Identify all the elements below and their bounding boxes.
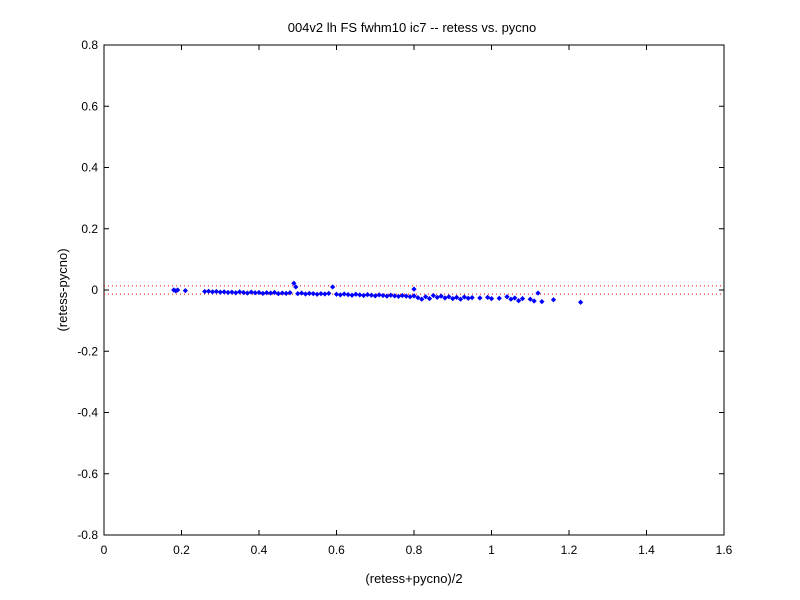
- data-point-63: [423, 294, 429, 300]
- data-point-73: [461, 294, 467, 300]
- data-point-66: [434, 294, 440, 300]
- data-point-85: [527, 296, 533, 302]
- data-point-77: [485, 294, 491, 300]
- plot-area: 0 0.2 0.4 0.6 0.8 1 1.2 1.4 1.6 -0.8 -0.6 -0.4 -0.2…: [77, 38, 732, 557]
- data-point-75: [469, 295, 475, 301]
- data-point-69: [446, 294, 452, 300]
- data-point-6: [209, 289, 216, 295]
- data-point-60: [411, 286, 417, 292]
- data-point-45: [357, 292, 363, 298]
- x-tick-label: 1.6: [716, 543, 733, 557]
- data-point-13: [237, 289, 243, 295]
- data-point-64: [426, 295, 433, 302]
- chart-title: 004v2 lh FS fwhm10 ic7 -- retess vs. pyc…: [288, 20, 537, 35]
- x-tick-label: 1.4: [638, 543, 655, 557]
- data-point-65: [430, 292, 436, 299]
- data-point-20: [264, 290, 270, 296]
- data-point-27: [291, 280, 297, 286]
- data-point-37: [326, 290, 332, 296]
- data-point-71: [454, 294, 460, 300]
- data-point-90: [578, 299, 584, 305]
- data-point-70: [450, 295, 456, 302]
- y-tick-label: 0: [91, 283, 98, 297]
- data-point-11: [229, 289, 235, 295]
- y-tick-label: -0.2: [77, 344, 98, 358]
- y-tick-label: 0.6: [81, 99, 98, 113]
- data-point-79: [496, 295, 502, 301]
- data-point-84: [519, 295, 526, 302]
- data-point-10: [225, 289, 231, 296]
- data-point-5: [206, 288, 212, 294]
- data-point-47: [364, 291, 371, 298]
- data-point-51: [380, 292, 386, 299]
- reference-lines: [104, 285, 724, 295]
- data-point-39: [333, 291, 340, 297]
- data-point-59: [411, 293, 417, 299]
- x-tick-label: 0.4: [251, 543, 268, 557]
- y-tick-label: 0.4: [81, 161, 98, 175]
- x-axis-ticks: 0 0.2 0.4 0.6 0.8 1 1.2 1.4 1.6: [101, 45, 733, 557]
- y-axis-ticks: -0.8 -0.6 -0.4 -0.2 0 0.2 0.4 0.6 0.8: [77, 38, 724, 542]
- x-tick-label: 0.6: [328, 543, 345, 557]
- data-point-50: [376, 292, 382, 298]
- data-point-9: [221, 289, 227, 295]
- x-tick-label: 0.8: [406, 543, 423, 557]
- data-point-86: [531, 298, 537, 304]
- y-tick-label: 0.2: [81, 222, 98, 236]
- data-point-82: [512, 295, 518, 301]
- x-tick-label: 1: [488, 543, 495, 557]
- data-point-22: [271, 289, 278, 296]
- data-point-48: [368, 292, 374, 298]
- data-point-30: [299, 290, 305, 296]
- data-point-7: [213, 288, 219, 295]
- data-point-35: [318, 291, 324, 297]
- data-point-41: [341, 291, 347, 297]
- data-points: [171, 280, 584, 305]
- data-point-32: [306, 290, 312, 296]
- data-point-68: [442, 295, 448, 301]
- data-point-62: [419, 296, 425, 302]
- x-tick-label: 0: [101, 543, 108, 557]
- data-point-2: [175, 287, 181, 293]
- data-point-81: [508, 296, 514, 302]
- data-point-72: [457, 296, 464, 302]
- data-point-87: [535, 290, 541, 296]
- data-point-76: [477, 295, 483, 301]
- data-point-8: [217, 289, 223, 295]
- data-point-44: [353, 291, 359, 297]
- y-tick-label: -0.6: [77, 467, 98, 481]
- data-point-38: [330, 284, 336, 290]
- data-point-42: [345, 291, 351, 298]
- data-point-54: [392, 293, 398, 299]
- y-axis-label: (retess-pycno): [55, 248, 70, 331]
- y-tick-label: 0.8: [81, 38, 98, 52]
- data-point-26: [287, 290, 293, 296]
- x-tick-label: 1.2: [561, 543, 578, 557]
- y-tick-label: -0.4: [77, 406, 98, 420]
- data-point-3: [182, 287, 188, 294]
- data-point-67: [438, 293, 444, 299]
- data-point-61: [415, 295, 421, 301]
- data-point-88: [539, 299, 545, 305]
- data-point-28: [293, 284, 299, 290]
- data-point-83: [516, 298, 522, 304]
- data-point-53: [388, 292, 394, 298]
- data-point-16: [248, 289, 254, 295]
- data-point-33: [310, 291, 316, 297]
- data-point-56: [399, 292, 405, 299]
- data-point-24: [279, 290, 285, 296]
- y-tick-label: -0.8: [77, 528, 98, 542]
- data-point-14: [240, 289, 247, 296]
- data-point-89: [550, 297, 557, 303]
- data-point-4: [202, 288, 208, 295]
- data-point-78: [488, 295, 495, 302]
- data-point-57: [403, 293, 409, 299]
- x-axis-label: (retess+pycno)/2: [365, 571, 462, 586]
- x-tick-label: 0.2: [173, 543, 190, 557]
- data-point-17: [252, 290, 258, 296]
- data-point-80: [504, 294, 510, 300]
- data-point-18: [256, 289, 262, 296]
